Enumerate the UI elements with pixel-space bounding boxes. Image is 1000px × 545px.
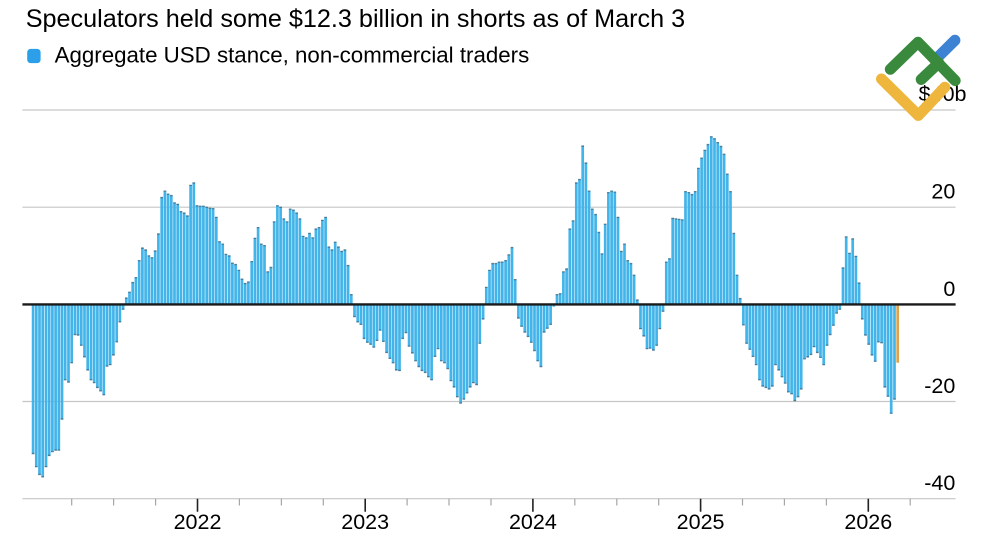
svg-text:20: 20	[931, 180, 955, 204]
svg-text:0: 0	[943, 277, 955, 301]
svg-text:-40: -40	[924, 471, 955, 495]
svg-text:2022: 2022	[174, 510, 222, 534]
svg-text:-20: -20	[924, 374, 955, 398]
svg-text:2026: 2026	[844, 510, 892, 534]
svg-text:2025: 2025	[677, 510, 725, 534]
svg-text:Aggregate USD stance, non-comm: Aggregate USD stance, non-commercial tra…	[55, 43, 530, 68]
svg-text:2023: 2023	[341, 510, 389, 534]
svg-text:Speculators held some $12.3 bi: Speculators held some $12.3 billion in s…	[26, 5, 685, 33]
svg-text:2024: 2024	[509, 510, 557, 534]
